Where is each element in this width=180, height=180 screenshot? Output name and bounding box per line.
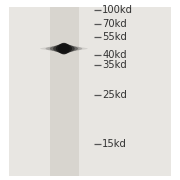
Text: 100kd: 100kd bbox=[102, 5, 133, 15]
Ellipse shape bbox=[50, 45, 78, 52]
Text: 25kd: 25kd bbox=[102, 90, 127, 100]
Text: 15kd: 15kd bbox=[102, 139, 127, 149]
Bar bbox=[0, 0, 9, 180]
Bar bbox=[0, 176, 180, 180]
Ellipse shape bbox=[46, 46, 82, 51]
Ellipse shape bbox=[53, 44, 75, 53]
Ellipse shape bbox=[56, 44, 72, 54]
Ellipse shape bbox=[40, 47, 88, 50]
Ellipse shape bbox=[58, 43, 70, 54]
Text: 55kd: 55kd bbox=[102, 32, 127, 42]
Text: 70kd: 70kd bbox=[102, 19, 127, 29]
Text: 40kd: 40kd bbox=[102, 50, 127, 60]
Bar bbox=[0, 0, 180, 7]
Text: 35kd: 35kd bbox=[102, 60, 127, 70]
Bar bbox=[171, 0, 180, 180]
Bar bbox=[50, 7, 79, 176]
